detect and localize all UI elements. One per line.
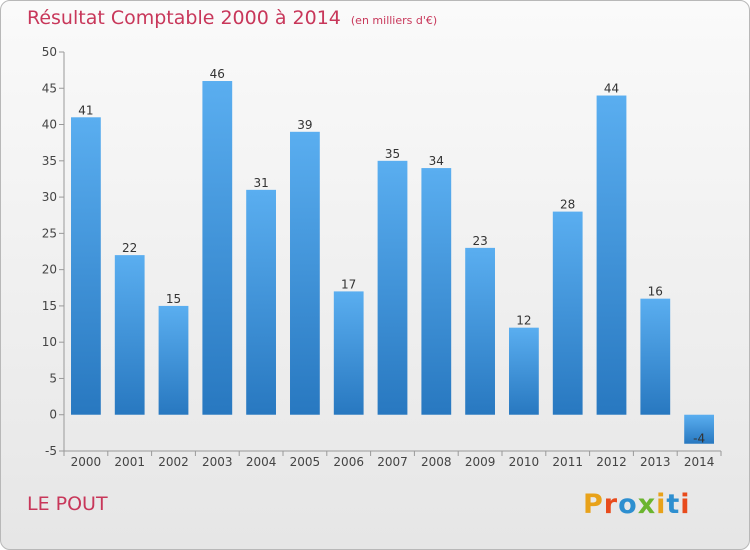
- bar-2002: [158, 305, 189, 415]
- data-label: 22: [122, 241, 137, 255]
- bar-2004: [246, 189, 276, 415]
- data-label: 17: [341, 277, 356, 291]
- bar-2006: [333, 291, 364, 415]
- x-tick-label: 2009: [465, 455, 496, 469]
- bar-2010: [509, 327, 539, 415]
- logo-letter: i: [656, 489, 667, 520]
- x-tick-label: 2008: [421, 455, 452, 469]
- proxiti-logo[interactable]: Proxiti: [583, 489, 691, 520]
- y-tick-label: 40: [42, 118, 57, 132]
- logo-letter: r: [603, 489, 619, 520]
- logo-letter: t: [666, 489, 681, 520]
- chart-unit: (en milliers d'€): [350, 14, 438, 27]
- x-tick-label: 2014: [684, 455, 715, 469]
- y-tick-label: -5: [45, 444, 57, 458]
- town-name: LE POUT: [27, 493, 108, 515]
- data-label: 31: [253, 176, 268, 190]
- data-label: 16: [648, 285, 663, 299]
- data-label: 41: [78, 103, 93, 117]
- x-tick-label: 2005: [290, 455, 321, 469]
- x-tick-label: 2000: [71, 455, 102, 469]
- data-label: 23: [472, 234, 487, 248]
- x-tick-label: 2003: [202, 455, 233, 469]
- bar-2001: [114, 255, 145, 415]
- x-tick-label: 2007: [377, 455, 408, 469]
- y-tick-label: 25: [42, 226, 57, 240]
- data-label: 28: [560, 198, 575, 212]
- logo-letter: i: [680, 489, 691, 520]
- x-tick-label: 2013: [640, 455, 671, 469]
- bar-2009: [465, 247, 495, 415]
- y-tick-label: 45: [42, 81, 57, 95]
- y-tick-label: 35: [42, 154, 57, 168]
- logo-letter: x: [637, 489, 657, 520]
- data-label: 46: [210, 67, 225, 81]
- data-label: 44: [604, 82, 619, 96]
- bar-2007: [377, 160, 408, 415]
- data-label: 12: [516, 314, 531, 328]
- logo-letter: o: [618, 489, 638, 520]
- chart-title: Résultat Comptable 2000 à 2014 (en millie…: [27, 7, 437, 29]
- x-tick-label: 2011: [552, 455, 583, 469]
- data-label: 39: [297, 118, 312, 132]
- y-tick-label: 0: [49, 408, 57, 422]
- y-tick-label: 5: [49, 371, 57, 385]
- x-tick-label: 2002: [158, 455, 189, 469]
- chart-title-text: Résultat Comptable 2000 à 2014: [27, 7, 341, 29]
- y-tick-label: 10: [42, 335, 57, 349]
- bar-2008: [421, 168, 452, 415]
- logo-letter: P: [583, 489, 604, 520]
- y-tick-label: 20: [42, 263, 57, 277]
- bar-2014: [684, 414, 714, 444]
- data-label: 15: [166, 292, 181, 306]
- bar-2005: [290, 131, 320, 415]
- x-tick-label: 2012: [596, 455, 627, 469]
- data-label: 34: [429, 154, 444, 168]
- bar-2003: [202, 81, 233, 415]
- x-tick-label: 2006: [333, 455, 364, 469]
- bar-2013: [640, 298, 671, 415]
- data-label: -4: [693, 432, 705, 446]
- bar-2000: [71, 117, 101, 415]
- y-tick-label: 15: [42, 299, 57, 313]
- bar-2011: [552, 211, 583, 415]
- y-tick-label: 50: [42, 45, 57, 59]
- bar-2012: [596, 95, 627, 415]
- x-tick-label: 2004: [246, 455, 277, 469]
- x-tick-label: 2010: [509, 455, 540, 469]
- y-tick-label: 30: [42, 190, 57, 204]
- data-label: 35: [385, 147, 400, 161]
- x-tick-label: 2001: [114, 455, 145, 469]
